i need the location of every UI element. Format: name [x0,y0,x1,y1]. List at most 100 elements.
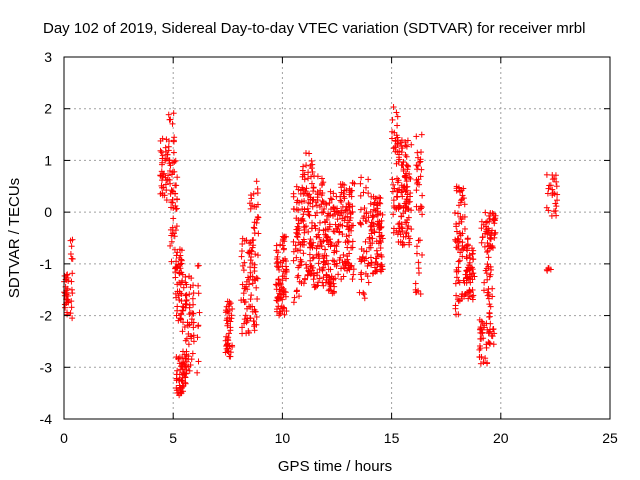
data-point [306,212,313,219]
data-point [451,209,458,216]
data-point [249,303,256,310]
data-point [389,135,396,142]
data-point [348,262,355,269]
data-point [348,187,355,194]
data-point [250,318,257,325]
data-point [181,351,188,358]
data-point [418,166,425,173]
data-point [327,266,334,273]
data-point [249,260,256,267]
data-point [306,150,313,157]
data-point [165,147,172,154]
data-point [163,187,170,194]
data-point [367,244,374,251]
data-point [69,270,76,277]
data-point [466,287,473,294]
data-point [225,310,232,317]
data-point [311,272,318,279]
data-point [297,247,304,254]
data-point [371,264,378,271]
data-point [322,231,329,238]
data-point [485,295,492,302]
data-point [295,207,302,214]
data-point [488,266,495,273]
data-point [320,264,327,271]
data-point [476,346,483,353]
data-points [61,104,561,399]
data-point [196,309,203,316]
data-point [345,219,352,226]
data-point [195,323,202,330]
data-point [247,257,254,264]
data-point [159,177,166,184]
data-point [336,228,343,235]
data-point [413,187,420,194]
data-point [489,210,496,217]
y-tick-label: -4 [40,411,53,427]
data-point [350,271,357,278]
data-point [250,224,257,231]
data-point [159,152,166,159]
data-point [165,172,172,179]
data-point [282,266,289,273]
data-point [394,193,401,200]
data-point [339,203,346,210]
data-point [168,204,175,211]
data-point [394,122,401,129]
data-point [290,190,297,197]
data-point [250,242,257,249]
data-point [320,282,327,289]
data-point [393,193,400,200]
data-point [467,279,474,286]
data-point [457,232,464,239]
data-point [334,239,341,246]
data-point [69,315,76,322]
data-point [346,204,353,211]
data-point [69,255,76,262]
data-point [366,236,373,243]
data-point [254,213,261,220]
data-point [306,251,313,258]
data-point [358,276,365,283]
data-point [376,229,383,236]
data-point [279,296,286,303]
data-point [460,277,467,284]
data-point [460,185,467,192]
data-point [239,281,246,288]
data-point [396,225,403,232]
data-point [486,340,493,347]
data-point [300,163,307,170]
data-point [224,320,231,327]
data-point [483,226,490,233]
data-point [238,253,245,260]
data-point [377,245,384,252]
data-point [476,316,483,323]
data-point [316,203,323,210]
data-point [347,209,354,216]
data-point [175,355,182,362]
data-point [480,287,487,294]
data-point [295,220,302,227]
data-point [368,262,375,269]
data-point [369,214,376,221]
data-point [294,234,301,241]
data-point [489,227,496,234]
data-point [165,138,172,145]
data-point [545,185,552,192]
data-point [361,291,368,298]
data-point [296,293,303,300]
data-point [485,254,492,261]
data-point [163,197,170,204]
data-point [293,254,300,261]
data-point [415,259,422,266]
data-point [332,211,339,218]
data-point [312,225,319,232]
y-tick-label: 3 [44,49,52,65]
data-point [179,277,186,284]
data-point [485,330,492,337]
data-point [178,257,185,264]
data-point [301,238,308,245]
data-point [367,254,374,261]
data-point [489,333,496,340]
data-point [190,290,197,297]
